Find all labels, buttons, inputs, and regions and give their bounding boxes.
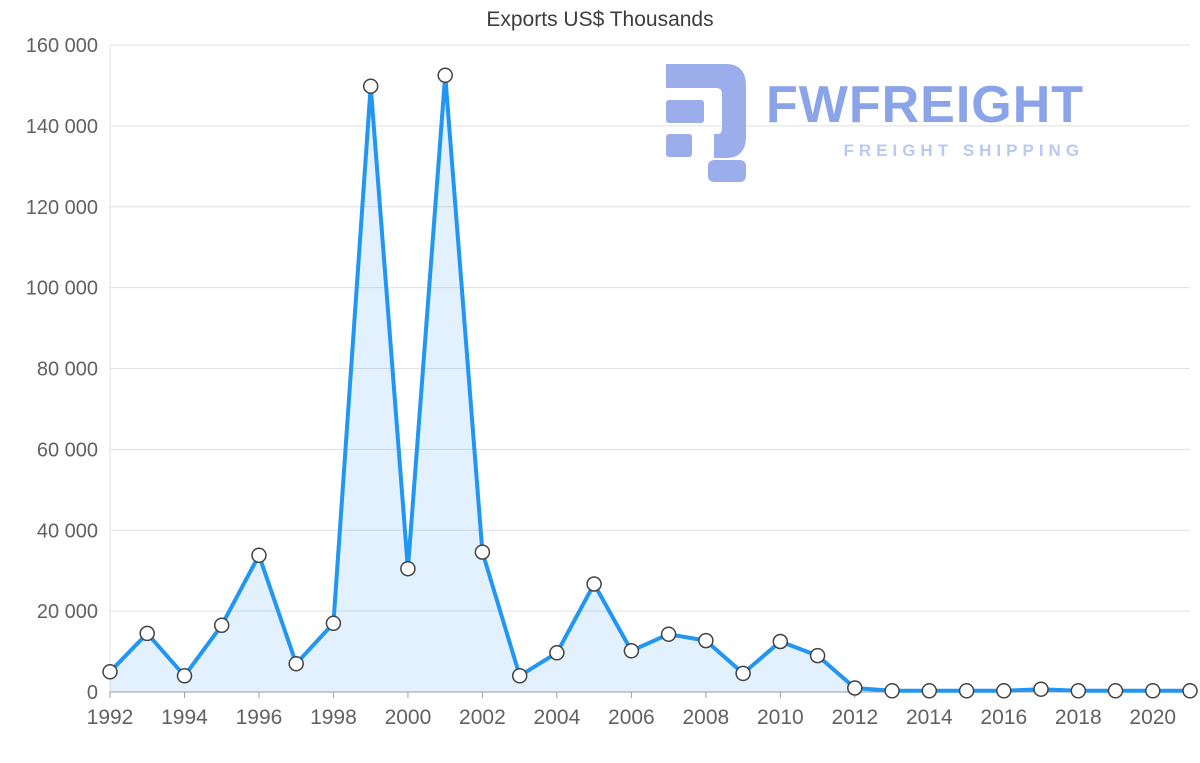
x-tick-label: 1996 [236,706,283,729]
data-point-marker [1182,683,1198,699]
x-tick-label: 1998 [310,706,357,729]
brand-tagline: FREIGHT SHIPPING [843,141,1085,161]
x-tick-label: 2016 [980,706,1027,729]
x-tick-label: 2004 [534,706,581,729]
x-tick-label: 1994 [161,706,208,729]
x-tick-label: 2006 [608,706,655,729]
x-tick-label: 2010 [757,706,804,729]
data-point-marker [511,668,528,684]
data-point-marker [213,617,230,634]
y-tick-label: 0 [87,682,98,704]
y-tick-label: 120 000 [26,197,98,219]
data-point-marker [139,625,155,642]
brand-watermark: FWFREIGHT FREIGHT SHIPPING [650,64,1084,182]
brand-text-block: FWFREIGHT FREIGHT SHIPPING [766,64,1084,161]
chart-title: Exports US$ Thousands [486,8,714,31]
y-tick-label: 80 000 [37,359,98,381]
data-point-marker [251,547,267,564]
data-point-marker [1107,683,1124,699]
data-point-marker [325,615,342,632]
data-point-marker [623,643,640,659]
data-point-marker [660,626,677,642]
data-point-marker [698,632,714,649]
data-point-marker [474,544,491,560]
data-point-marker [772,633,789,650]
data-point-marker [847,680,863,696]
y-tick-label: 100 000 [26,278,98,300]
data-point-marker [809,647,826,664]
y-tick-label: 20 000 [37,601,98,623]
data-point-marker [549,645,565,661]
y-tick-label: 160 000 [26,35,98,57]
y-tick-label: 140 000 [26,116,98,138]
y-tick-label: 60 000 [37,439,98,461]
data-point-marker [1033,681,1049,697]
data-point-marker [586,576,602,592]
x-tick-label: 2000 [385,706,432,729]
x-tick-label: 2014 [906,706,953,729]
x-tick-label: 2012 [831,706,878,729]
data-point-marker [921,683,938,699]
x-tick-label: 2002 [459,706,506,729]
data-point-marker [102,664,118,680]
data-point-marker [996,683,1012,699]
data-point-marker [400,560,416,577]
data-point-marker [735,665,751,682]
x-tick-label: 2018 [1055,706,1102,729]
fwfreight-logo-icon [666,64,746,182]
data-point-marker [288,655,304,672]
data-point-marker [437,67,453,84]
data-point-marker [176,668,193,684]
x-tick-label: 1992 [87,706,134,729]
brand-name: FWFREIGHT [766,76,1085,134]
x-tick-label: 2008 [683,706,730,729]
data-point-marker [1145,683,1161,699]
data-point-marker [1070,683,1087,699]
data-point-marker [362,78,379,94]
data-point-marker [958,683,975,699]
x-tick-label: 2020 [1129,706,1176,729]
data-point-marker [884,683,900,699]
y-tick-label: 40 000 [37,520,98,542]
